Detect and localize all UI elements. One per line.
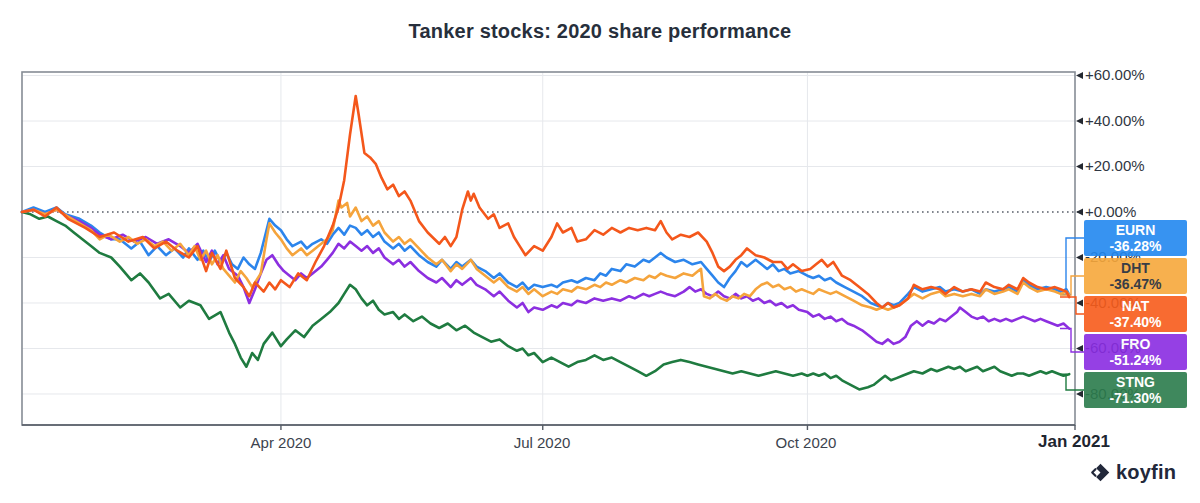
ticker-label: DHT xyxy=(1121,260,1150,276)
x-axis-label-oct: Oct 2020 xyxy=(746,433,866,453)
change-label: -51.24% xyxy=(1109,352,1161,368)
y-tick-arrow xyxy=(1076,163,1083,170)
x-axis-label-apr: Apr 2020 xyxy=(221,433,341,453)
y-tick-arrow xyxy=(1076,345,1083,352)
series-line-fro[interactable] xyxy=(22,210,1069,344)
legend-leader-line xyxy=(1060,297,1084,314)
change-label: -37.40% xyxy=(1109,314,1161,330)
series-line-stng[interactable] xyxy=(22,212,1069,389)
chart-panel: Tanker stocks: 2020 share performance +6… xyxy=(0,0,1200,503)
change-label: -36.47% xyxy=(1109,276,1161,292)
ticker-label: EURN xyxy=(1116,222,1156,238)
koyfin-icon xyxy=(1090,462,1111,483)
y-tick-arrow xyxy=(1076,254,1083,261)
y-tick-arrow xyxy=(1076,208,1083,215)
legend-badge-eurn[interactable]: EURN -36.28% xyxy=(1084,220,1187,256)
legend-badge-fro[interactable]: FRO -51.24% xyxy=(1084,334,1187,370)
legend-badge-nat[interactable]: NAT -37.40% xyxy=(1084,296,1187,332)
y-axis-label: +0.00% xyxy=(1085,202,1195,222)
y-tick-arrow xyxy=(1076,299,1083,306)
ticker-label: NAT xyxy=(1122,298,1150,314)
legend-leader-line xyxy=(1060,238,1084,295)
series-line-nat[interactable] xyxy=(22,96,1069,308)
legend-badge-dht[interactable]: DHT -36.47% xyxy=(1084,258,1187,294)
x-axis-label-jan: Jan 2021 xyxy=(1014,432,1134,452)
y-axis-label: +40.00% xyxy=(1085,111,1195,131)
koyfin-watermark[interactable]: koyfin xyxy=(1090,461,1176,484)
y-tick-arrow xyxy=(1076,72,1083,79)
price-chart[interactable] xyxy=(0,0,1200,503)
series-line-dht[interactable] xyxy=(22,201,1069,310)
y-axis-label: +20.00% xyxy=(1085,156,1195,176)
legend-badge-stng[interactable]: STNG -71.30% xyxy=(1084,372,1187,408)
change-label: -36.28% xyxy=(1109,238,1161,254)
change-label: -71.30% xyxy=(1109,390,1161,406)
y-tick-arrow xyxy=(1076,390,1083,397)
y-tick-arrow xyxy=(1076,117,1083,124)
ticker-label: FRO xyxy=(1121,336,1151,352)
brand-name: koyfin xyxy=(1116,461,1176,484)
x-axis-label-jul: Jul 2020 xyxy=(482,433,602,453)
ticker-label: STNG xyxy=(1116,374,1155,390)
y-axis-label: +60.00% xyxy=(1085,65,1195,85)
